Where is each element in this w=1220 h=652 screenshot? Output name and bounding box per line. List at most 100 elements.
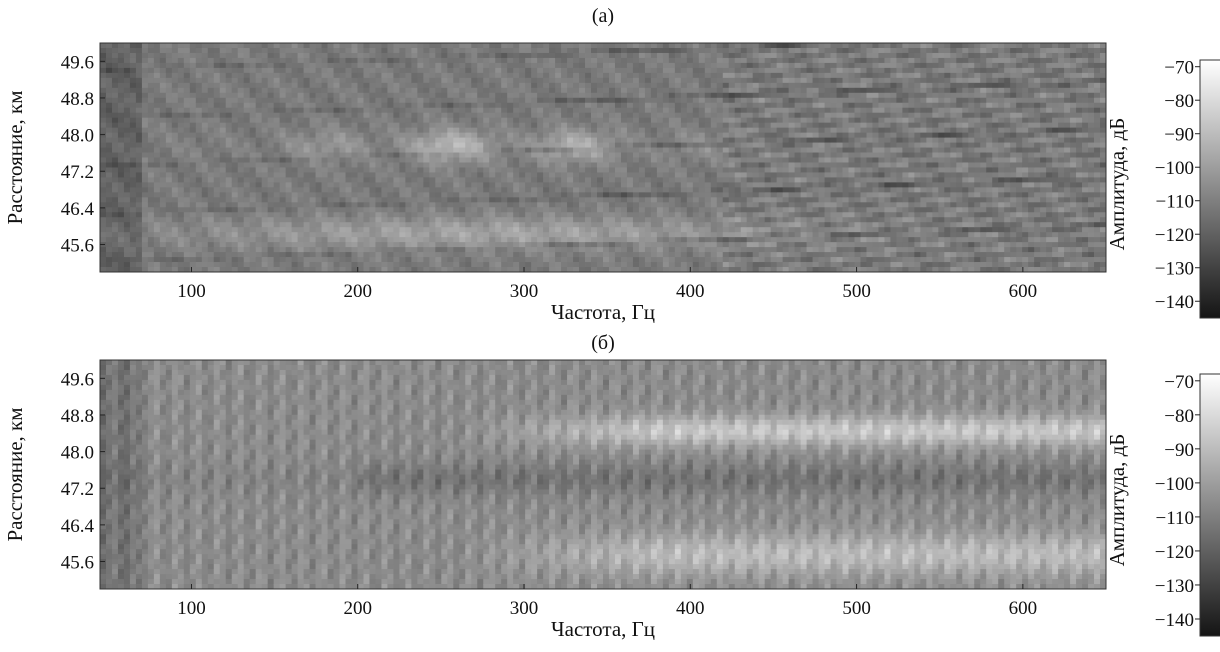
- heatmap-cell: [225, 252, 233, 258]
- heatmap-cell: [495, 67, 502, 74]
- heatmap-cell: [531, 212, 538, 218]
- heatmap-cell: [159, 202, 167, 208]
- heatmap-cell: [207, 132, 215, 138]
- heatmap-cell: [567, 232, 574, 238]
- heatmap-cell: [531, 207, 538, 213]
- heatmap-cell: [477, 112, 484, 119]
- heatmap-cell: [549, 217, 556, 223]
- heatmap-cell: [291, 197, 299, 203]
- heatmap-cell: [147, 212, 155, 218]
- heatmap-cell: [195, 107, 203, 114]
- heatmap-cell: [531, 142, 538, 148]
- heatmap-cell: [219, 117, 227, 124]
- heatmap-cell: [267, 197, 275, 203]
- heatmap-cell: [327, 77, 334, 84]
- heatmap-cell: [171, 152, 179, 158]
- heatmap-cell: [597, 112, 604, 119]
- heatmap-cell: [195, 262, 203, 268]
- heatmap-cell: [447, 72, 454, 79]
- heatmap-cell: [423, 147, 430, 153]
- heatmap-cell: [674, 77, 682, 84]
- heatmap-cell: [141, 212, 149, 218]
- heatmap-cell: [501, 207, 508, 213]
- heatmap-cell: [201, 207, 209, 213]
- heatmap-cell: [465, 232, 472, 238]
- heatmap-cell: [734, 122, 742, 129]
- heatmap-cell: [171, 92, 179, 99]
- heatmap-cell: [231, 177, 239, 183]
- heatmap-cell: [746, 147, 754, 153]
- heatmap-cell: [339, 177, 346, 183]
- heatmap-cell: [417, 167, 424, 173]
- heatmap-cell: [698, 192, 706, 198]
- heatmap-cell: [141, 177, 149, 183]
- heatmap-cell: [171, 252, 179, 258]
- heatmap-cell: [327, 97, 334, 104]
- heatmap-cell: [321, 262, 328, 268]
- heatmap-cell: [327, 87, 334, 94]
- heatmap-cell: [201, 152, 209, 158]
- heatmap-cell: [531, 152, 538, 158]
- heatmap-cell: [309, 187, 316, 193]
- heatmap-cell: [171, 192, 179, 198]
- heatmap-cell: [375, 122, 382, 129]
- heatmap-cell: [465, 102, 472, 109]
- heatmap-cell: [345, 97, 352, 104]
- heatmap-cell: [435, 162, 442, 168]
- heatmap-cell: [159, 232, 167, 238]
- heatmap-cell: [381, 107, 388, 114]
- heatmap-cell: [513, 217, 520, 223]
- heatmap-cell: [105, 132, 113, 138]
- heatmap-cell: [513, 257, 520, 263]
- heatmap-cell: [722, 262, 730, 268]
- heatmap-cell: [620, 177, 628, 183]
- heatmap-cell: [668, 117, 676, 124]
- heatmap-cell: [111, 232, 119, 238]
- heatmap-cell: [237, 87, 245, 94]
- heatmap-cell: [656, 167, 664, 173]
- heatmap-cell: [465, 222, 472, 228]
- heatmap-cell: [644, 192, 652, 198]
- heatmap-cell: [453, 67, 460, 74]
- heatmap-cell: [285, 182, 293, 188]
- heatmap-cell: [489, 52, 496, 59]
- heatmap-cell: [632, 192, 640, 198]
- heatmap-cell: [111, 132, 119, 138]
- heatmap-cell: [549, 137, 556, 143]
- heatmap-cell: [704, 252, 712, 258]
- heatmap-cell: [555, 67, 562, 74]
- heatmap-cell: [315, 82, 322, 89]
- heatmap-cell: [477, 52, 484, 59]
- heatmap-cell: [686, 47, 694, 54]
- heatmap-cell: [303, 107, 310, 114]
- heatmap-cell: [561, 172, 568, 178]
- heatmap-cell: [734, 227, 742, 233]
- heatmap-cell: [692, 147, 700, 153]
- heatmap-cell: [644, 57, 652, 64]
- heatmap-cell: [668, 182, 676, 188]
- heatmap-cell: [189, 232, 197, 238]
- heatmap-cell: [453, 197, 460, 203]
- heatmap-cell: [417, 252, 424, 258]
- heatmap-cell: [321, 217, 328, 223]
- heatmap-cell: [698, 237, 706, 243]
- heatmap-cell: [662, 202, 670, 208]
- heatmap-cell: [632, 112, 640, 119]
- heatmap-cell: [674, 137, 682, 143]
- heatmap-cell: [249, 117, 257, 124]
- heatmap-cell: [579, 87, 586, 94]
- heatmap-cell: [477, 137, 484, 143]
- heatmap-cell: [692, 262, 700, 268]
- heatmap-cell: [585, 77, 592, 84]
- heatmap-cell: [608, 172, 616, 178]
- heatmap-cell: [231, 267, 239, 273]
- heatmap-cell: [591, 47, 598, 54]
- heatmap-cell: [411, 43, 418, 49]
- heatmap-cell: [249, 167, 257, 173]
- heatmap-cell: [579, 122, 586, 129]
- heatmap-cell: [674, 242, 682, 248]
- heatmap-cell: [411, 72, 418, 79]
- heatmap-cell: [447, 142, 454, 148]
- heatmap-cell: [333, 77, 340, 84]
- heatmap-cell: [537, 217, 544, 223]
